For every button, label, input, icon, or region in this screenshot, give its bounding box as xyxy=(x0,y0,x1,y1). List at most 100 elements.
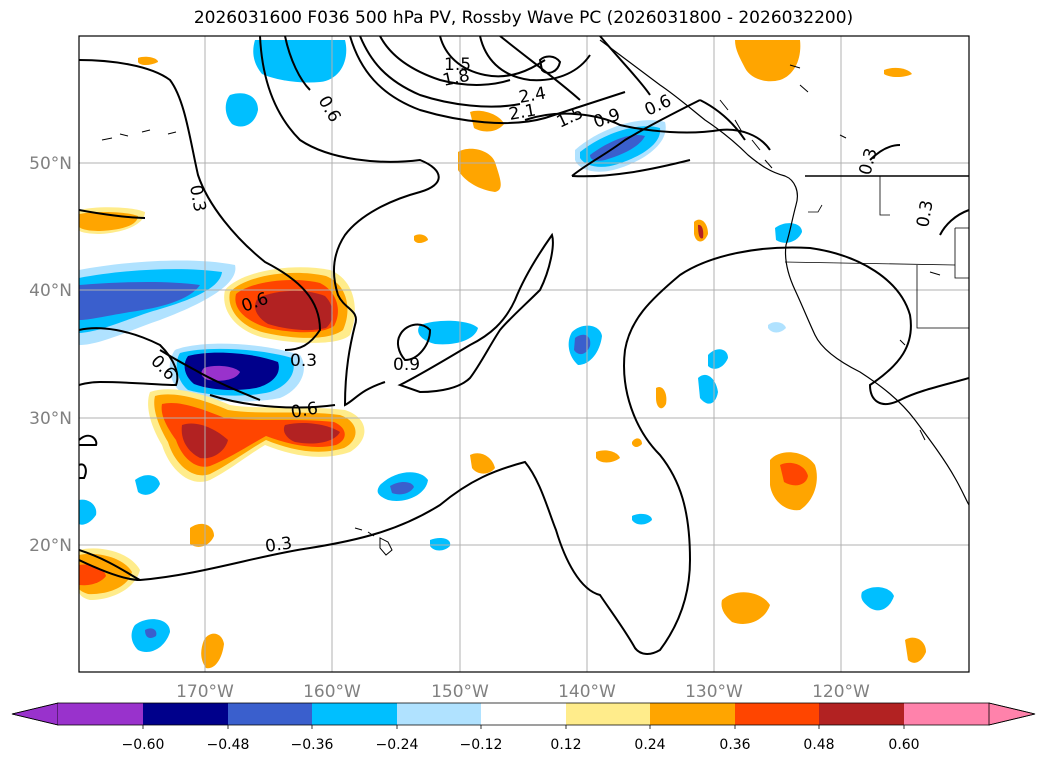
colorbar-segment xyxy=(58,703,143,725)
colorbar-segment xyxy=(566,703,650,725)
contour-line xyxy=(571,99,746,178)
graticule xyxy=(79,36,969,672)
colorbar-tick-label: −0.12 xyxy=(460,737,503,753)
lat-label: 40°N xyxy=(29,281,72,301)
positive-anomaly-blob xyxy=(458,148,501,192)
contour-line xyxy=(396,323,432,362)
lat-label: 20°N xyxy=(29,536,72,556)
contour-line xyxy=(499,36,581,101)
contour-line xyxy=(599,36,651,96)
positive-anomaly-blob xyxy=(224,267,355,343)
contour-line xyxy=(79,246,969,655)
contour-label: 0.6 xyxy=(289,399,319,423)
negative-anomaly-blob xyxy=(708,349,728,369)
contour-label: 0.9 xyxy=(393,355,420,375)
contour-line xyxy=(479,36,591,82)
negative-anomaly-blob xyxy=(861,587,894,611)
colorbar-tick-label: 0.60 xyxy=(888,737,919,753)
negative-anomaly-blob xyxy=(698,374,718,404)
contour-label: 1.5 xyxy=(444,55,471,75)
positive-anomaly-blob xyxy=(414,234,428,243)
contour-line xyxy=(939,209,969,236)
negative-anomaly-blob xyxy=(632,513,652,525)
positive-anomaly-blob xyxy=(138,56,158,65)
contour-label: 0.6 xyxy=(314,93,345,126)
contour-line xyxy=(439,36,546,78)
contour-label: 1.8 xyxy=(441,66,472,91)
colorbar-tick-label: 0.24 xyxy=(634,737,665,753)
latitude-labels: 50°N 40°N 30°N 20°N xyxy=(29,154,72,556)
positive-anomaly-blob xyxy=(735,40,801,82)
contour-label: 0.3 xyxy=(913,199,937,229)
colorbar-tick-label: 0.36 xyxy=(719,737,750,753)
colorbar-tick-label: 0.48 xyxy=(803,737,834,753)
contour-line xyxy=(397,232,554,394)
contour-line xyxy=(571,99,701,177)
positive-anomaly-blob xyxy=(780,462,808,486)
contour-line xyxy=(284,36,626,125)
colorbar-tick-label: −0.48 xyxy=(207,737,250,753)
contour-line xyxy=(379,36,511,86)
negative-anomaly-blob xyxy=(390,481,414,495)
colorbar-segment xyxy=(650,703,735,725)
contour-labels: 1.5 1.8 2.4 2.1 1.5 0.9 0.6 0.3 0.3 0.6 … xyxy=(146,55,937,557)
lon-label: 150°W xyxy=(431,682,489,702)
contour-label: 1.5 xyxy=(554,103,587,133)
colorbar-segment xyxy=(143,703,228,725)
lon-label: 120°W xyxy=(812,682,870,702)
colorbar: −0.60 −0.48 −0.36 −0.24 −0.12 0.12 0.24 … xyxy=(11,702,1036,753)
positive-anomaly-blob xyxy=(698,224,704,239)
lon-label: 160°W xyxy=(303,682,361,702)
contour-label: 2.1 xyxy=(507,101,537,125)
colorbar-tick-label: −0.60 xyxy=(122,737,165,753)
colorbar-tick-label: 0.12 xyxy=(550,737,581,753)
contour-line xyxy=(869,144,901,161)
contour-line xyxy=(79,434,98,446)
positive-anomaly-blob xyxy=(884,67,912,77)
contour-line xyxy=(79,327,179,387)
colorbar-segment xyxy=(735,703,819,725)
positive-anomaly-blob xyxy=(79,548,140,600)
contour-line xyxy=(359,36,521,108)
positive-anomaly-blob xyxy=(905,637,926,663)
negative-anomaly-blob xyxy=(768,322,786,333)
contour-label: 0.3 xyxy=(264,533,294,557)
colorbar-segment xyxy=(228,703,312,725)
positive-anomaly-blob xyxy=(721,592,770,625)
colorbar-extend-max xyxy=(988,702,1036,726)
pv-anomaly-shading xyxy=(79,40,926,669)
contour-line xyxy=(79,549,141,581)
contour-label: 0.3 xyxy=(856,146,882,177)
contour-line xyxy=(259,36,771,407)
lat-label: 50°N xyxy=(29,154,72,174)
lon-label: 170°W xyxy=(176,682,234,702)
negative-anomaly-blob xyxy=(225,40,347,127)
positive-anomaly-blob xyxy=(632,438,642,447)
colorbar-segment xyxy=(397,703,481,725)
lat-label: 30°N xyxy=(29,409,72,429)
negative-anomaly-blob xyxy=(169,343,304,402)
contour-line xyxy=(79,209,146,219)
positive-anomaly-blob xyxy=(596,450,620,463)
negative-anomaly-blob xyxy=(135,475,160,495)
negative-anomaly-blob xyxy=(775,223,802,243)
colorbar-segment xyxy=(312,703,397,725)
coastline xyxy=(101,39,969,556)
colorbar-segment xyxy=(819,703,904,725)
negative-anomaly-blob xyxy=(430,538,451,551)
lon-label: 140°W xyxy=(558,682,616,702)
positive-anomaly-blob xyxy=(470,453,495,474)
positive-anomaly-blob xyxy=(656,386,667,409)
lon-label: 130°W xyxy=(685,682,743,702)
negative-anomaly-blob xyxy=(79,260,236,345)
negative-anomaly-blob xyxy=(145,628,157,638)
contour-label: 2.4 xyxy=(517,84,547,108)
plot-title: 2026031600 F036 500 hPa PV, Rossby Wave … xyxy=(193,8,854,28)
colorbar-tick-label: −0.36 xyxy=(291,737,334,753)
colorbar-extend-min xyxy=(11,702,59,726)
contour-line xyxy=(79,59,322,351)
map-frame xyxy=(78,35,970,673)
longitude-labels: 170°W 160°W 150°W 140°W 130°W 120°W xyxy=(176,682,870,702)
colorbar-tick-label: −0.24 xyxy=(376,737,419,753)
positive-anomaly-blob xyxy=(190,523,214,547)
